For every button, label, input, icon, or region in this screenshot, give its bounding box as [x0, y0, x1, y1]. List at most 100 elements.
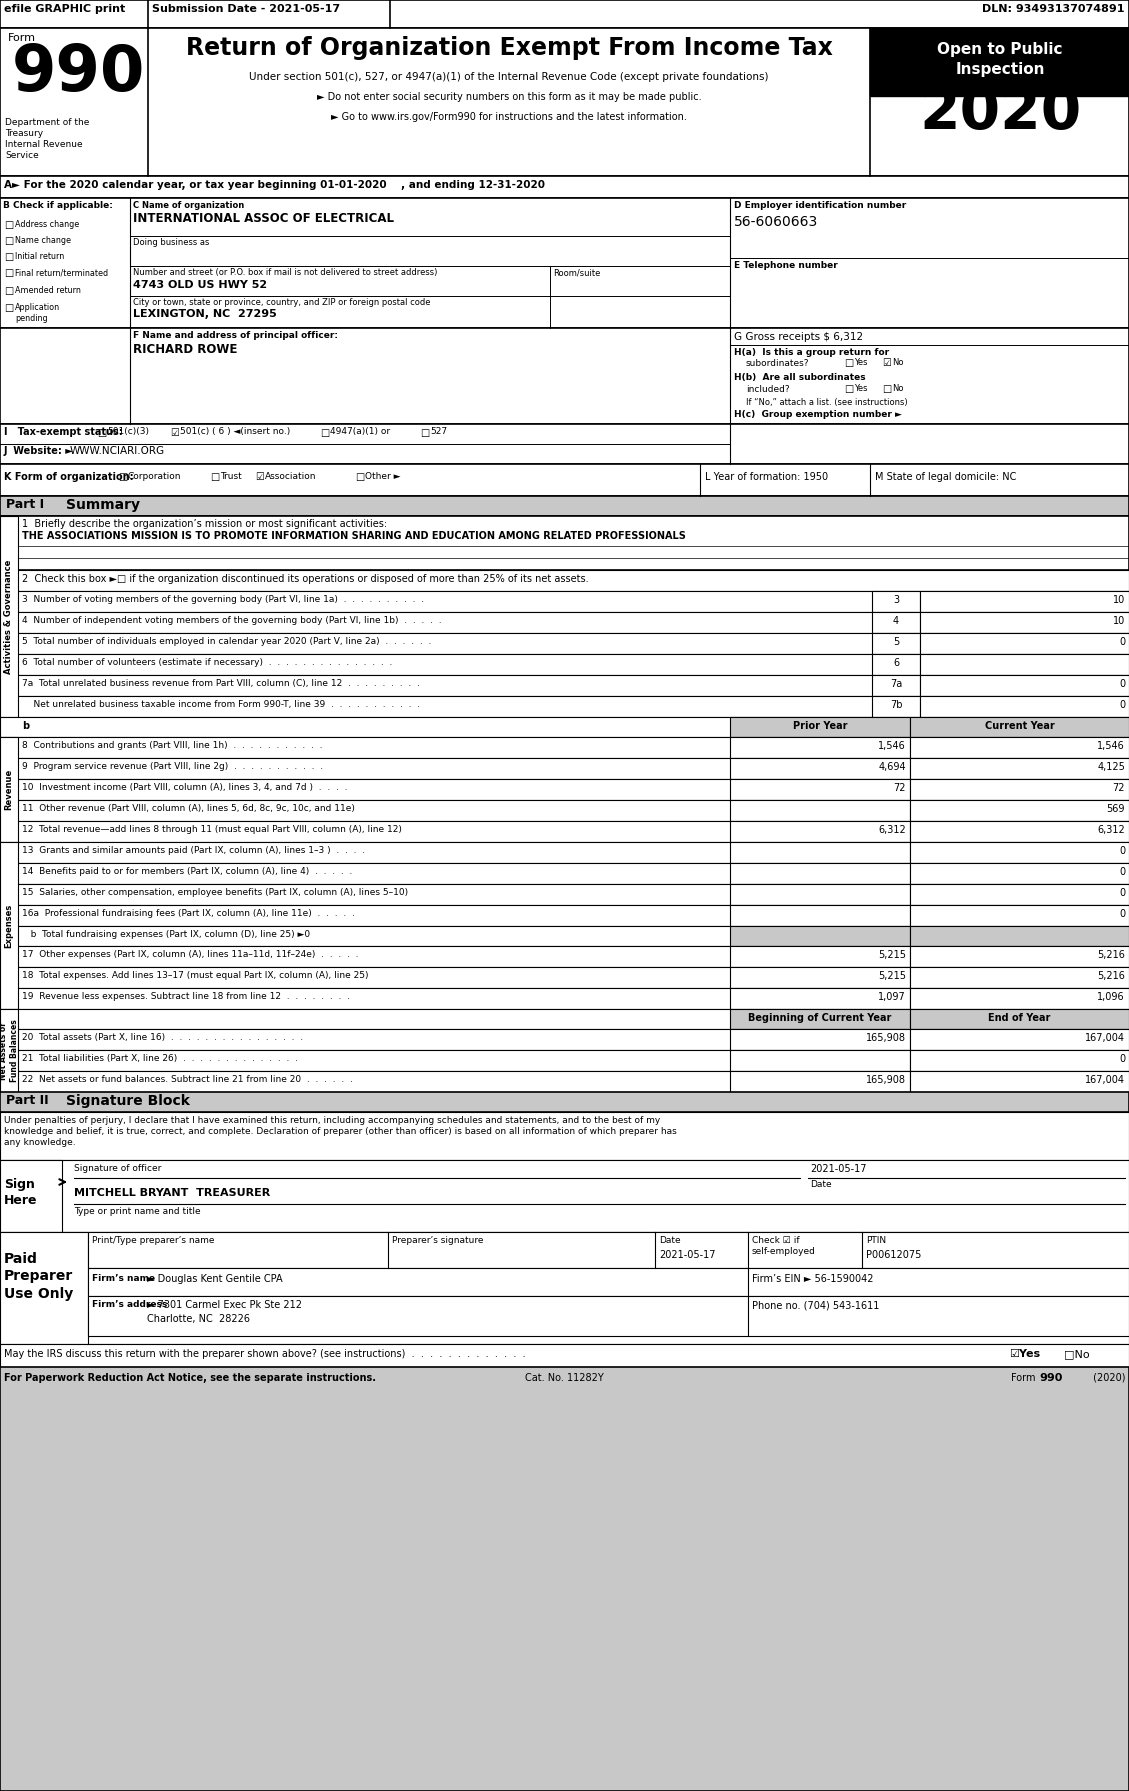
Text: 0: 0: [1119, 679, 1124, 690]
Text: Association: Association: [265, 473, 316, 482]
Bar: [0, 1367, 1129, 1791]
Text: Part I: Part I: [6, 498, 44, 510]
Bar: [0, 1093, 1129, 1112]
Bar: [0, 1161, 62, 1232]
Bar: [910, 1030, 1129, 1050]
Bar: [88, 1268, 1129, 1297]
Text: 20  Total assets (Part X, line 16)  .  .  .  .  .  .  .  .  .  .  .  .  .  .  . : 20 Total assets (Part X, line 16) . . . …: [21, 1033, 303, 1042]
Bar: [0, 516, 18, 716]
Bar: [0, 632, 1129, 654]
Text: A► For the 2020 calendar year, or tax year beginning 01-01-2020    , and ending : A► For the 2020 calendar year, or tax ye…: [5, 181, 545, 190]
Bar: [872, 654, 920, 675]
Text: Net unrelated business taxable income from Form 990-T, line 39  .  .  .  .  .  .: Net unrelated business taxable income fr…: [21, 700, 420, 709]
Text: 4: 4: [893, 616, 899, 627]
Bar: [0, 1071, 1129, 1093]
Text: Form: Form: [8, 32, 36, 43]
Text: 6,312: 6,312: [878, 826, 905, 835]
Bar: [910, 989, 1129, 1008]
Bar: [730, 1008, 910, 1030]
Bar: [910, 946, 1129, 967]
Bar: [872, 675, 920, 697]
Text: Internal Revenue: Internal Revenue: [5, 140, 82, 149]
Bar: [910, 842, 1129, 863]
Bar: [872, 632, 920, 654]
Bar: [872, 591, 920, 613]
Text: 5: 5: [893, 638, 899, 647]
Bar: [0, 1008, 18, 1093]
Text: 4,694: 4,694: [878, 761, 905, 772]
Text: □: □: [5, 236, 14, 245]
Text: 2021-05-17: 2021-05-17: [659, 1250, 716, 1261]
Text: ☑: ☑: [170, 428, 178, 439]
Text: Trust: Trust: [220, 473, 242, 482]
Text: 165,908: 165,908: [866, 1075, 905, 1085]
Text: MITCHELL BRYANT  TREASURER: MITCHELL BRYANT TREASURER: [75, 1187, 270, 1198]
Bar: [910, 716, 1129, 738]
Text: If “No,” attach a list. (see instructions): If “No,” attach a list. (see instruction…: [746, 398, 908, 407]
Bar: [0, 591, 1129, 613]
Text: subordinates?: subordinates?: [746, 358, 809, 367]
Bar: [730, 842, 910, 863]
Text: ► Do not enter social security numbers on this form as it may be made public.: ► Do not enter social security numbers o…: [317, 91, 701, 102]
Text: ☑: ☑: [882, 358, 891, 367]
Bar: [910, 801, 1129, 820]
Text: 1,097: 1,097: [878, 992, 905, 1001]
Text: INTERNATIONAL ASSOC OF ELECTRICAL: INTERNATIONAL ASSOC OF ELECTRICAL: [133, 211, 394, 226]
Text: Return of Organization Exempt From Income Tax: Return of Organization Exempt From Incom…: [185, 36, 832, 61]
Text: 18  Total expenses. Add lines 13–17 (must equal Part IX, column (A), line 25): 18 Total expenses. Add lines 13–17 (must…: [21, 971, 368, 980]
Text: Treasury: Treasury: [5, 129, 43, 138]
Text: Revenue: Revenue: [5, 768, 14, 810]
Bar: [730, 716, 910, 738]
Text: D Employer identification number: D Employer identification number: [734, 201, 907, 210]
Text: Final return/terminated: Final return/terminated: [15, 269, 108, 278]
Bar: [910, 758, 1129, 779]
Text: 4947(a)(1) or: 4947(a)(1) or: [330, 426, 391, 435]
Bar: [0, 176, 1129, 199]
Text: 501(c)(3): 501(c)(3): [107, 426, 149, 435]
Bar: [730, 904, 910, 926]
Bar: [910, 1050, 1129, 1071]
Text: Submission Date - 2021-05-17: Submission Date - 2021-05-17: [152, 4, 340, 14]
Text: Print/Type preparer’s name: Print/Type preparer’s name: [91, 1236, 215, 1245]
Bar: [910, 926, 1129, 946]
Bar: [910, 1071, 1129, 1093]
Text: F Name and address of principal officer:: F Name and address of principal officer:: [133, 331, 338, 340]
Text: Under penalties of perjury, I declare that I have examined this return, includin: Under penalties of perjury, I declare th…: [5, 1116, 676, 1148]
Text: For Paperwork Reduction Act Notice, see the separate instructions.: For Paperwork Reduction Act Notice, see …: [5, 1374, 376, 1383]
Text: 1,546: 1,546: [1097, 741, 1124, 750]
Text: DLN: 93493137074891: DLN: 93493137074891: [982, 4, 1124, 14]
Text: Type or print name and title: Type or print name and title: [75, 1207, 201, 1216]
Bar: [0, 779, 1129, 801]
Text: PTIN: PTIN: [866, 1236, 886, 1245]
Bar: [0, 199, 1129, 328]
Text: □: □: [320, 428, 330, 439]
Text: J  Website: ►: J Website: ►: [5, 446, 73, 457]
Text: Date: Date: [809, 1180, 832, 1189]
Text: E Telephone number: E Telephone number: [734, 261, 838, 270]
Text: 8  Contributions and grants (Part VIII, line 1h)  .  .  .  .  .  .  .  .  .  .  : 8 Contributions and grants (Part VIII, l…: [21, 741, 323, 750]
Text: 165,908: 165,908: [866, 1033, 905, 1042]
Text: (2020): (2020): [1089, 1374, 1124, 1383]
Text: C Name of organization: C Name of organization: [133, 201, 244, 210]
Text: Firm’s address: Firm’s address: [91, 1300, 167, 1309]
Bar: [730, 820, 910, 842]
Text: Address change: Address change: [15, 220, 79, 229]
Text: 990: 990: [1039, 1374, 1062, 1383]
Text: ► 7301 Carmel Exec Pk Ste 212: ► 7301 Carmel Exec Pk Ste 212: [147, 1300, 301, 1309]
Text: 501(c) ( 6 ) ◄(insert no.): 501(c) ( 6 ) ◄(insert no.): [180, 426, 290, 435]
Text: □: □: [210, 473, 219, 482]
Bar: [0, 1232, 88, 1343]
Text: Form: Form: [1012, 1374, 1039, 1383]
Text: □No: □No: [1064, 1349, 1089, 1359]
Text: 9  Program service revenue (Part VIII, line 2g)  .  .  .  .  .  .  .  .  .  .  .: 9 Program service revenue (Part VIII, li…: [21, 761, 323, 770]
Text: 7b: 7b: [890, 700, 902, 709]
Bar: [0, 496, 1129, 516]
Text: 72: 72: [893, 783, 905, 793]
Text: 6  Total number of volunteers (estimate if necessary)  .  .  .  .  .  .  .  .  .: 6 Total number of volunteers (estimate i…: [21, 657, 393, 666]
Text: □: □: [5, 303, 14, 313]
Text: Prior Year: Prior Year: [793, 722, 847, 731]
Bar: [0, 1050, 1129, 1071]
Bar: [0, 464, 1129, 496]
Bar: [870, 29, 1129, 97]
Bar: [0, 1030, 1129, 1050]
